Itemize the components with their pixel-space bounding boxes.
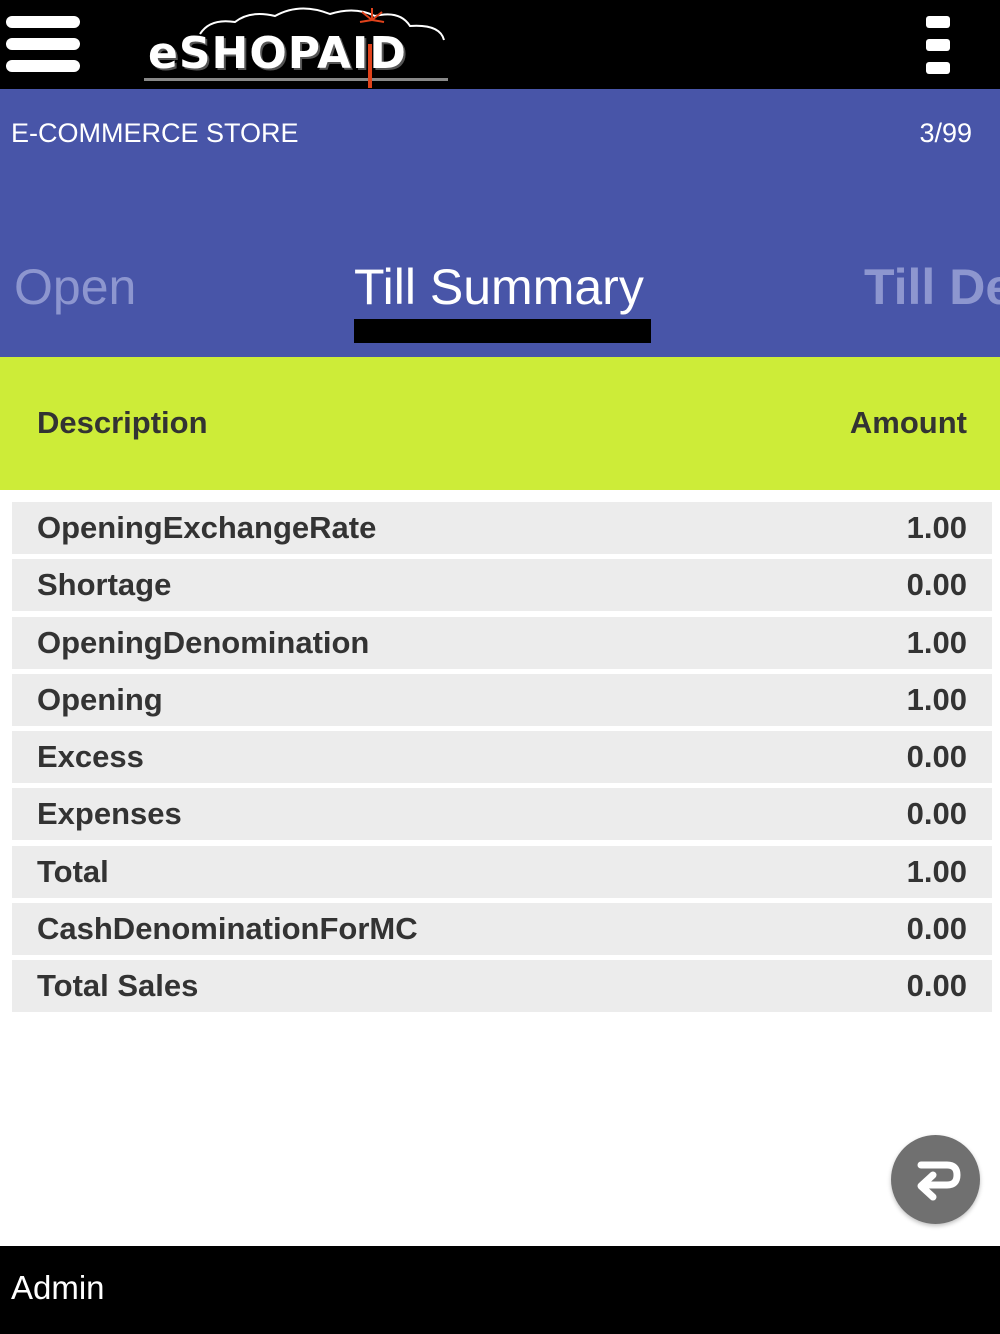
store-name: E-COMMERCE STORE [11,118,299,148]
row-amount: 1.00 [906,510,967,545]
table-row[interactable]: Excess 0.00 [12,731,992,783]
row-description: Excess [37,739,144,774]
page-counter: 3/99 [919,118,972,148]
active-tab-indicator [354,319,651,343]
row-description: Expenses [37,796,182,832]
footer-bar: Admin [0,1246,1000,1334]
row-description: Total [37,853,109,889]
kebab-more-icon[interactable] [926,16,950,74]
table-row[interactable]: Shortage 0.00 [12,559,992,612]
row-description: Opening [37,681,163,717]
column-header-description: Description [37,405,208,440]
top-app-bar: eSHOPAID [0,0,1000,89]
tab-till-summary[interactable]: Till Summary [354,259,644,315]
row-amount: 0.00 [906,739,967,774]
row-description: Shortage [37,567,172,603]
row-description: CashDenominationForMC [37,910,418,946]
table-row[interactable]: OpeningDenomination 1.00 [12,616,992,669]
summary-table: OpeningExchangeRate 1.00 Shortage 0.00 O… [12,502,992,1017]
tab-open[interactable]: Open [14,259,137,315]
tab-till-details[interactable]: Till De [864,259,1000,315]
row-amount: 0.00 [906,567,967,603]
row-description: Total Sales [37,968,199,1003]
row-amount: 0.00 [906,796,967,832]
table-row[interactable]: CashDenominationForMC 0.00 [12,902,992,955]
row-amount: 0.00 [906,910,967,946]
table-header: Description Amount [0,357,1000,490]
logo-cloud-graphic [144,7,448,88]
table-row[interactable]: OpeningExchangeRate 1.00 [12,502,992,554]
row-amount: 1.00 [906,853,967,889]
table-row[interactable]: Expenses 0.00 [12,788,992,841]
store-header: E-COMMERCE STORE 3/99 Open Till Summary … [0,89,1000,357]
table-row[interactable]: Total Sales 0.00 [12,960,992,1012]
row-description: OpeningDenomination [37,624,370,660]
app-logo: eSHOPAID [140,4,460,88]
table-row[interactable]: Total 1.00 [12,845,992,898]
column-header-amount: Amount [849,405,967,440]
logo-text: eSHOPAID [148,28,407,79]
row-description: OpeningExchangeRate [37,510,377,545]
row-amount: 1.00 [906,624,967,660]
row-amount: 0.00 [906,968,967,1003]
logged-in-user: Admin [11,1269,105,1306]
row-amount: 1.00 [906,681,967,717]
hamburger-menu-icon[interactable] [6,16,80,74]
return-button[interactable] [891,1135,980,1224]
table-row[interactable]: Opening 1.00 [12,673,992,726]
return-arrow-icon [917,1161,961,1201]
